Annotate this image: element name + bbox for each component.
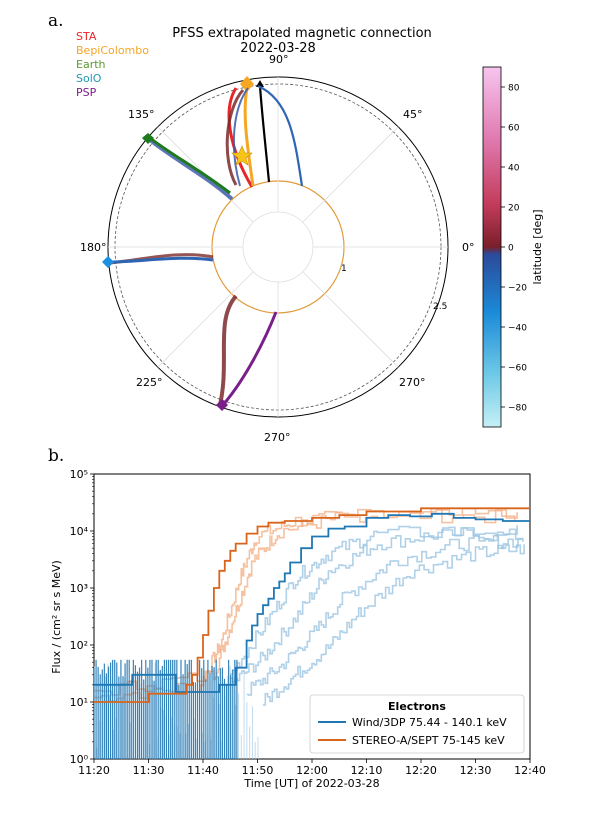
colorbar-bar (482, 66, 502, 428)
background-channel-curve (246, 535, 524, 696)
field-line-earth-blue (148, 138, 234, 201)
x-tick-label: 12:30 (460, 764, 492, 777)
x-tick-label: 11:30 (133, 764, 165, 777)
colorbar-tick-label: 80 (508, 84, 520, 94)
radial-tick-2-5: 2.5 (433, 302, 447, 312)
x-tick-label: 11:50 (242, 764, 274, 777)
x-axis-label: Time [UT] of 2022-03-28 (243, 777, 379, 790)
legend-entry-earth: Earth (76, 58, 106, 71)
x-tick-label: 11:40 (187, 764, 219, 777)
background-channel-curve (230, 525, 518, 675)
polar-spoke (302, 126, 399, 223)
field-line-brown-bundle (225, 88, 245, 186)
legend-entry-stereo: STEREO-A/SEPT 75-145 keV (352, 734, 505, 747)
field-line-psp-purple (220, 311, 278, 407)
series-lines (94, 507, 530, 759)
polar-axes: 90° 45° 135° 180° 0° 225° 270° 270° 1 2.… (80, 53, 475, 444)
marker-psp (216, 399, 228, 411)
legend-entry-sta: STA (76, 30, 97, 43)
legend-title: Electrons (388, 700, 446, 713)
colorbar-tick-label: 60 (508, 124, 520, 134)
panel-label-a: a. (48, 11, 64, 31)
angle-tick-315: 270° (399, 376, 426, 389)
series-line-stereo (94, 507, 530, 703)
y-tick-label: 10⁵ (70, 468, 88, 481)
y-tick-label: 10⁴ (70, 525, 89, 538)
angle-tick-0: 0° (462, 241, 475, 254)
y-tick-label: 10³ (70, 582, 88, 595)
colorbar-tick-label: −20 (508, 284, 527, 294)
angle-tick-180: 180° (80, 241, 107, 254)
legend-entry-wind: Wind/3DP 75.44 - 140.1 keV (352, 716, 507, 729)
angle-tick-45: 45° (403, 108, 423, 121)
angle-tick-225: 225° (136, 376, 163, 389)
field-line-blue-bundle (232, 87, 249, 187)
legend-entry-solo: SolO (76, 72, 102, 85)
x-axis-ticks: 11:20 11:30 11:40 11:50 12:00 12:10 12:20 12:30… (78, 759, 546, 777)
polar-spoke (157, 271, 254, 368)
field-line-solo-blue (109, 256, 214, 264)
flux-plot: 11:20 11:30 11:40 11:50 12:00 12:10 12:20 12:30… (50, 468, 546, 790)
y-tick-label: 10⁰ (70, 753, 89, 766)
colorbar-ticks: 80 60 40 20 0 −20 −40 −60 −80 (501, 84, 527, 414)
field-line-blue-right (257, 84, 304, 187)
colorbar-tick-label: 20 (508, 204, 520, 214)
colorbar: 80 60 40 20 0 −20 −40 −60 −80 latitude [deg] (482, 66, 544, 428)
series-line-wind (94, 512, 530, 693)
field-line-sta (227, 87, 254, 188)
y-tick-label: 10² (70, 639, 88, 652)
polar-subtitle: 2022-03-28 (240, 41, 316, 56)
radial-tick-1: 1 (341, 264, 347, 274)
panel-label-b: b. (48, 446, 64, 466)
legend-entry-psp: PSP (76, 86, 97, 99)
field-line-bepicolombo (243, 87, 255, 187)
field-lines (102, 76, 304, 411)
x-tick-label: 12:40 (514, 764, 546, 777)
polar-grid-inner (242, 211, 314, 283)
x-tick-label: 12:20 (405, 764, 437, 777)
polar-grid-spokes (108, 77, 448, 417)
legend-box (309, 694, 525, 754)
field-line-psp-brown (218, 294, 238, 406)
x-tick-label: 12:10 (351, 764, 383, 777)
colorbar-tick-label: −40 (508, 324, 527, 334)
polar-spoke (302, 271, 399, 368)
flare-star-marker (231, 145, 253, 166)
angle-tick-90: 90° (269, 53, 289, 66)
marker-earth (142, 133, 154, 144)
marker-solo (102, 256, 114, 268)
y-tick-label: 10¹ (70, 696, 88, 709)
y-axis-label: Flux / (cm² sr s MeV) (50, 560, 63, 674)
y-axis-ticks: 10⁰ 10¹ 10² 10³ 10⁴ 10⁵ (70, 468, 94, 766)
flux-legend: Electrons Wind/3DP 75.44 - 140.1 keV STE… (309, 694, 525, 754)
marker-bepicolombo (240, 76, 254, 92)
polar-title: PFSS extrapolated magnetic connection (172, 26, 432, 41)
angle-tick-135: 135° (128, 108, 155, 121)
background-channel-curve (263, 544, 525, 706)
x-tick-label: 12:00 (296, 764, 328, 777)
angle-tick-270: 270° (264, 431, 291, 444)
polar-legend: STA BepiColombo Earth SolO PSP (76, 30, 149, 99)
colorbar-label: latitude [deg] (531, 209, 544, 284)
colorbar-tick-label: 0 (508, 244, 514, 254)
colorbar-tick-label: 40 (508, 164, 520, 174)
field-line-earth-black (258, 85, 271, 183)
field-line-earth-green (149, 136, 231, 195)
colorbar-tick-label: −80 (508, 404, 527, 414)
background-channel-curve (230, 526, 523, 683)
x-tick-label: 11:20 (78, 764, 110, 777)
marker-earth-arrow (256, 80, 264, 87)
colorbar-tick-label: −60 (508, 364, 527, 374)
legend-entry-bepicolombo: BepiColombo (76, 44, 149, 57)
